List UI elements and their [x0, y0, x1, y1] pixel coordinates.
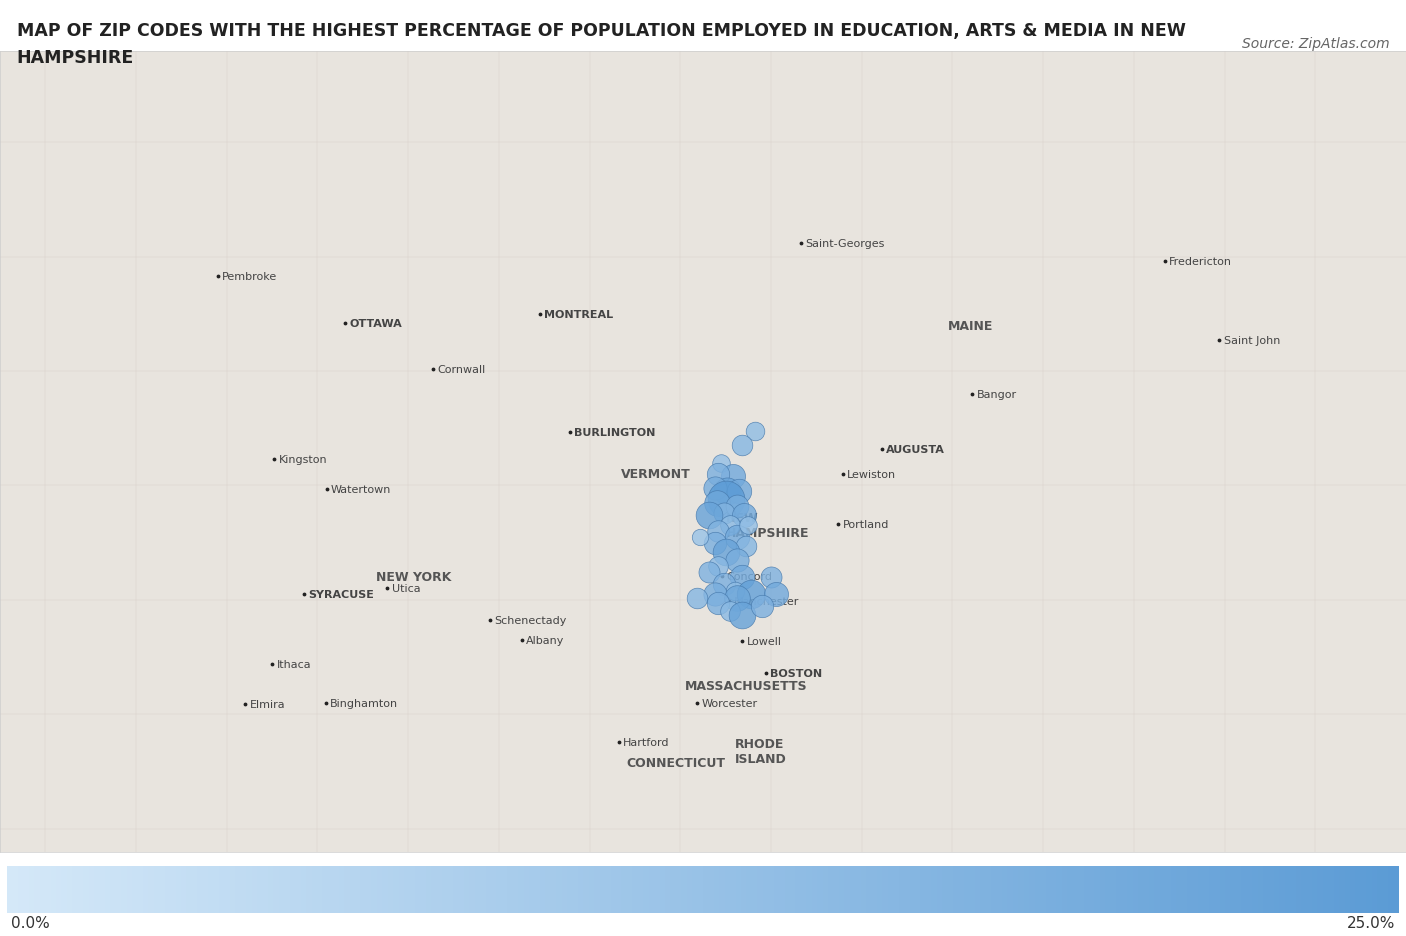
Point	[725, 553, 748, 568]
Text: 25.0%: 25.0%	[1347, 915, 1395, 930]
Text: Manchester: Manchester	[734, 596, 799, 607]
Point	[716, 484, 738, 499]
Text: Saint John: Saint John	[1223, 336, 1279, 345]
Text: MAP OF ZIP CODES WITH THE HIGHEST PERCENTAGE OF POPULATION EMPLOYED IN EDUCATION: MAP OF ZIP CODES WITH THE HIGHEST PERCEN…	[17, 22, 1185, 39]
Point	[703, 535, 725, 550]
Text: Fredericton: Fredericton	[1170, 256, 1232, 267]
Point	[721, 469, 744, 484]
Point	[731, 438, 754, 453]
Point	[718, 604, 741, 619]
Text: Watertown: Watertown	[330, 484, 391, 494]
Text: Schenectady: Schenectady	[495, 616, 567, 626]
Text: Saint-Georges: Saint-Georges	[806, 239, 884, 249]
Point	[714, 492, 737, 507]
Point	[689, 530, 711, 545]
Point	[703, 587, 725, 602]
Text: Hartford: Hartford	[623, 737, 669, 747]
Text: Bangor: Bangor	[977, 389, 1017, 400]
Point	[744, 424, 766, 439]
Text: Portland: Portland	[842, 519, 889, 530]
Text: HAMPSHIRE: HAMPSHIRE	[17, 49, 134, 66]
Text: MASSACHUSETTS: MASSACHUSETTS	[685, 680, 807, 693]
Point	[710, 456, 733, 471]
Text: BURLINGTON: BURLINGTON	[574, 427, 655, 437]
Text: Utica: Utica	[392, 584, 420, 593]
Point	[725, 530, 748, 545]
Point	[713, 505, 735, 520]
Point	[731, 570, 754, 585]
Point	[718, 519, 741, 534]
Text: MAINE: MAINE	[948, 319, 993, 332]
Point	[765, 587, 787, 602]
Text: Cornwall: Cornwall	[437, 364, 485, 374]
Point	[707, 559, 730, 574]
Text: Lewiston: Lewiston	[848, 470, 897, 479]
Text: RHODE
ISLAND: RHODE ISLAND	[735, 738, 786, 765]
Point	[685, 591, 707, 606]
Point	[713, 577, 735, 592]
Text: VERMONT: VERMONT	[621, 468, 692, 481]
Point	[699, 565, 721, 580]
Point	[703, 481, 725, 496]
Point	[731, 607, 754, 622]
Text: Binghamton: Binghamton	[330, 698, 398, 709]
Text: AUGUSTA: AUGUSTA	[886, 445, 945, 454]
Text: Lowell: Lowell	[747, 636, 782, 647]
Text: Elmira: Elmira	[249, 699, 285, 709]
Text: BOSTON: BOSTON	[770, 668, 823, 679]
Text: OTTAWA: OTTAWA	[349, 318, 402, 329]
Text: Source: ZipAtlas.com: Source: ZipAtlas.com	[1241, 37, 1389, 51]
Point	[751, 598, 773, 613]
Point	[707, 467, 730, 482]
Point	[724, 584, 747, 599]
Text: NEW
HAMPSHIRE: NEW HAMPSHIRE	[725, 512, 810, 540]
Point	[725, 591, 748, 606]
Point	[737, 519, 759, 534]
Point	[740, 587, 762, 602]
Text: Albany: Albany	[526, 636, 564, 645]
Text: Worcester: Worcester	[702, 698, 758, 709]
Point	[706, 495, 728, 510]
Text: Kingston: Kingston	[278, 455, 328, 464]
Text: MONTREAL: MONTREAL	[544, 310, 613, 319]
Point	[725, 499, 748, 514]
Text: CONNECTICUT: CONNECTICUT	[626, 756, 725, 769]
Point	[699, 508, 721, 523]
Point	[714, 545, 737, 560]
Point	[734, 539, 756, 554]
Text: Concord: Concord	[727, 571, 772, 581]
Point	[728, 484, 751, 499]
Text: NEW YORK: NEW YORK	[377, 571, 451, 584]
Text: 0.0%: 0.0%	[11, 915, 51, 930]
Text: Ithaca: Ithaca	[277, 659, 311, 669]
Text: SYRACUSE: SYRACUSE	[308, 590, 374, 600]
Point	[707, 524, 730, 539]
Text: Pembroke: Pembroke	[222, 271, 277, 282]
Point	[707, 596, 730, 611]
Point	[733, 508, 755, 523]
Point	[759, 570, 782, 585]
